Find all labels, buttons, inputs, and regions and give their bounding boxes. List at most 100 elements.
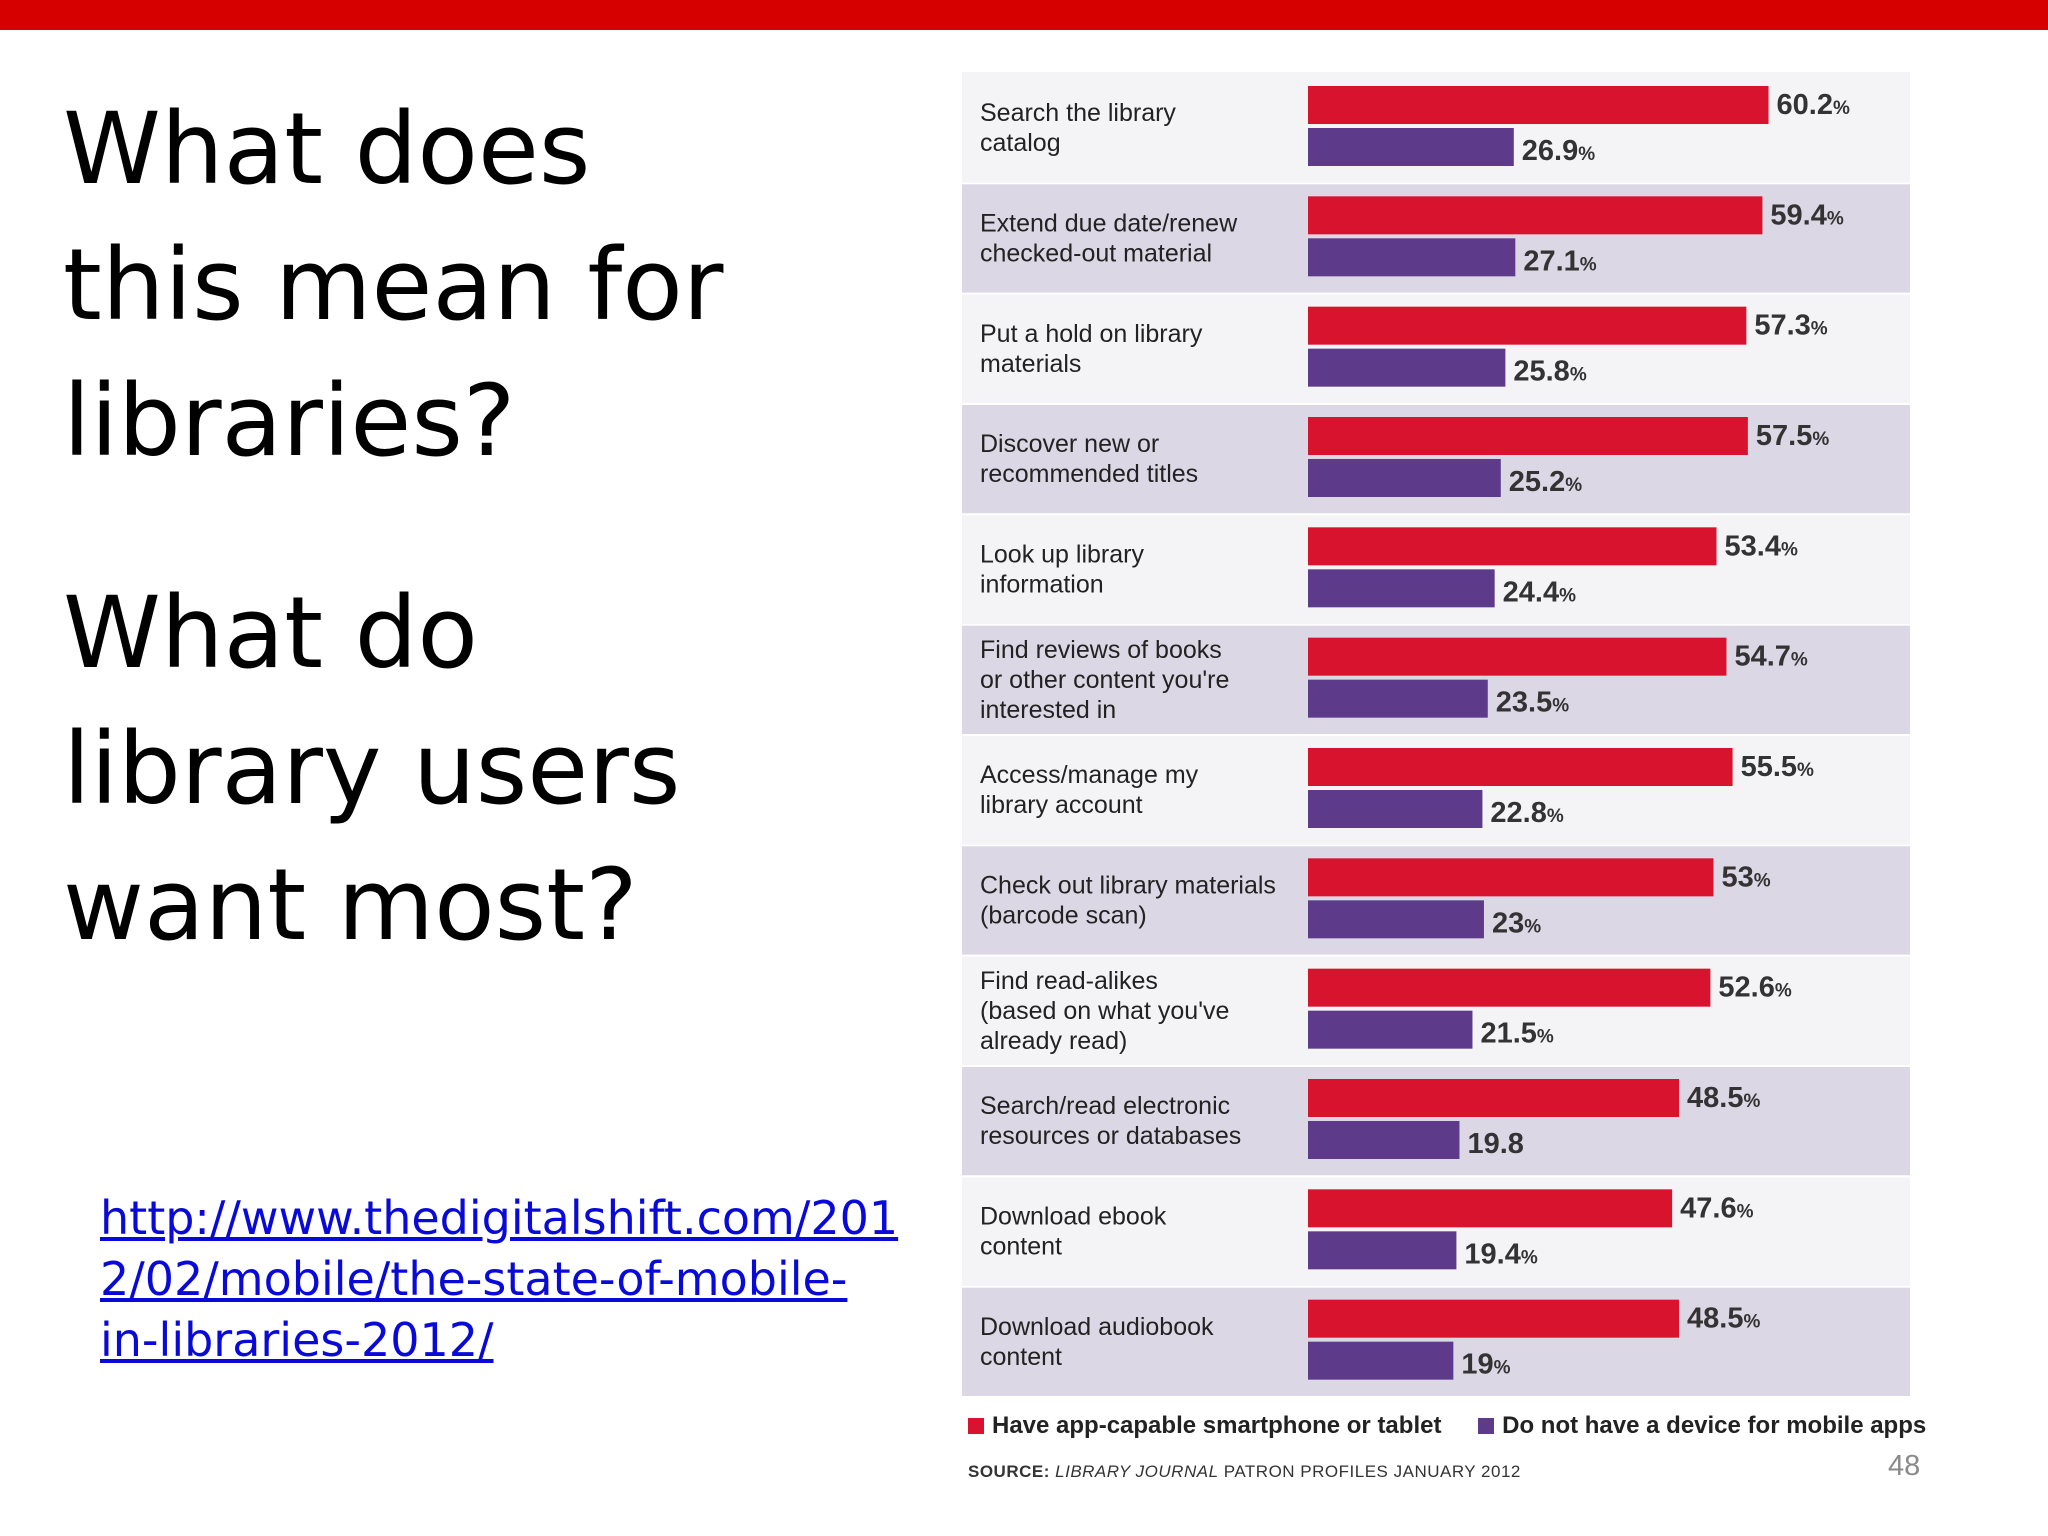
data-label-unit: % <box>1580 254 1597 275</box>
data-label-unit: % <box>1559 585 1576 606</box>
bar-series2 <box>1308 1010 1473 1049</box>
chart-legend: Have app-capable smartphone or tablet Do… <box>968 1412 1956 1440</box>
category-label: content <box>980 1233 1062 1261</box>
source-details: PATRON PROFILES JANUARY 2012 <box>1223 1462 1521 1481</box>
question-1-line: libraries? <box>63 364 516 479</box>
question-1: What does this mean for libraries? <box>63 82 723 490</box>
category-label: interested in <box>980 696 1116 724</box>
source-link-line[interactable]: in-libraries-2012/ <box>100 1313 494 1367</box>
category-label: Check out library materials <box>980 872 1276 900</box>
category-label: Look up library <box>980 541 1144 569</box>
category-label: resources or databases <box>980 1122 1241 1150</box>
data-label-unit: % <box>1494 1358 1511 1379</box>
chart-row-divider <box>962 623 1910 626</box>
data-label-unit: % <box>1552 696 1569 717</box>
bar-series2 <box>1308 1121 1460 1159</box>
legend-label-series1: Have app-capable smartphone or tablet <box>992 1412 1442 1439</box>
bar-series1 <box>1308 86 1769 124</box>
bar-series2 <box>1308 238 1516 277</box>
data-label-unit: % <box>1811 319 1828 340</box>
category-label: Search the library <box>980 99 1176 127</box>
category-label: library account <box>980 791 1143 819</box>
data-label-unit: % <box>1547 806 1564 827</box>
bar-series2 <box>1308 1231 1457 1270</box>
data-label-unit: % <box>1578 144 1595 165</box>
chart-row-divider <box>962 734 1910 736</box>
data-label-unit: % <box>1537 1027 1554 1048</box>
chart-row-divider <box>962 844 1910 847</box>
bar-series2 <box>1308 459 1501 497</box>
bar-series1 <box>1308 196 1763 235</box>
source-publication: LIBRARY JOURNAL <box>1055 1462 1219 1481</box>
data-label-unit: % <box>1833 98 1850 119</box>
category-label: checked-out material <box>980 240 1212 268</box>
bar-series2 <box>1308 569 1495 608</box>
data-label-unit: % <box>1743 1091 1760 1112</box>
chart-row-divider <box>962 513 1910 516</box>
bar-series1 <box>1308 1299 1680 1338</box>
question-2: What do library users want most? <box>63 566 681 974</box>
source-link-line[interactable]: 2/02/mobile/the-state-of-mobile- <box>100 1252 848 1306</box>
data-label-unit: % <box>1791 650 1808 671</box>
bar-series2 <box>1308 900 1484 939</box>
question-2-line: want most? <box>63 848 638 963</box>
data-label-unit: % <box>1797 760 1814 781</box>
data-label-unit: % <box>1775 981 1792 1002</box>
chart-row-divider <box>962 182 1910 185</box>
legend-item-series1: Have app-capable smartphone or tablet <box>968 1412 1441 1440</box>
category-label: (barcode scan) <box>980 902 1147 930</box>
data-label-unit: % <box>1754 870 1771 891</box>
category-label: Access/manage my <box>980 761 1199 789</box>
bar-series1 <box>1308 637 1727 676</box>
chart-row-divider <box>962 1065 1910 1067</box>
bar-series1 <box>1308 417 1748 455</box>
bar-chart: Search the librarycatalog60.2%26.9%Exten… <box>962 72 1910 1396</box>
category-label: Download audiobook <box>980 1313 1214 1341</box>
bar-series1 <box>1308 1079 1680 1117</box>
category-label: information <box>980 571 1104 599</box>
category-label: already read) <box>980 1027 1127 1055</box>
data-label-unit: % <box>1521 1247 1538 1268</box>
category-label: or other content you're <box>980 666 1229 694</box>
data-label-unit: % <box>1737 1201 1754 1222</box>
bar-series2 <box>1308 348 1506 387</box>
bar-series2 <box>1308 128 1514 166</box>
chart-row-divider <box>962 954 1910 957</box>
category-label: (based on what you've <box>980 997 1229 1025</box>
top-accent-bar <box>0 0 2048 30</box>
category-label: Find reviews of books <box>980 636 1222 664</box>
chart-row-divider <box>962 1285 1910 1288</box>
data-label-unit: % <box>1524 916 1541 937</box>
chart-source: SOURCE: LIBRARY JOURNAL PATRON PROFILES … <box>968 1462 1521 1482</box>
source-link-line[interactable]: http://www.thedigitalshift.com/201 <box>100 1191 899 1245</box>
question-2-line: What do <box>63 576 478 691</box>
page-number: 48 <box>1888 1450 1921 1482</box>
source-label: SOURCE: <box>968 1462 1050 1481</box>
data-label-series2: 19.8 <box>1467 1128 1523 1160</box>
data-label-unit: % <box>1781 539 1798 560</box>
data-label-unit: % <box>1743 1312 1760 1333</box>
question-2-line: library users <box>63 712 681 827</box>
chart-row-divider <box>962 403 1910 405</box>
category-label: materials <box>980 350 1081 378</box>
bar-series2 <box>1308 790 1483 828</box>
category-label: recommended titles <box>980 460 1198 488</box>
chart-row-divider <box>962 292 1910 295</box>
question-1-line: this mean for <box>63 228 724 343</box>
bar-series1 <box>1308 968 1711 1007</box>
source-link[interactable]: http://www.thedigitalshift.com/201 2/02/… <box>100 1188 898 1371</box>
category-label: Discover new or <box>980 430 1159 458</box>
category-label: Extend due date/renew <box>980 210 1238 238</box>
bar-series1 <box>1308 748 1733 786</box>
bar-series1 <box>1308 527 1717 566</box>
data-label-series2: 24.4% <box>1503 576 1576 608</box>
data-label-unit: % <box>1827 208 1844 229</box>
category-label: Search/read electronic <box>980 1092 1230 1120</box>
data-label-unit: % <box>1570 365 1587 386</box>
data-label-unit: % <box>1565 475 1582 496</box>
bar-series2 <box>1308 1341 1454 1380</box>
bar-series1 <box>1308 306 1747 345</box>
legend-swatch-series2 <box>1478 1418 1495 1434</box>
legend-label-series2: Do not have a device for mobile apps <box>1502 1412 1927 1439</box>
chart-row-divider <box>962 1175 1910 1178</box>
